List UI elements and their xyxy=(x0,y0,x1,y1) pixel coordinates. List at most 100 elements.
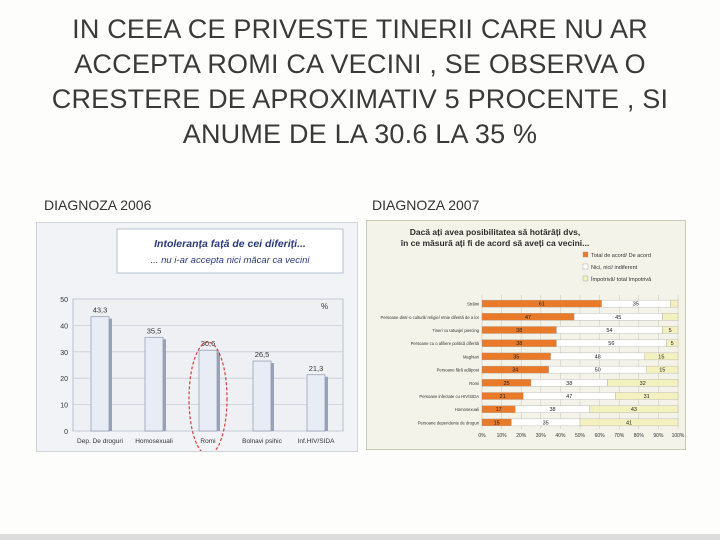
footer-rule xyxy=(0,534,720,540)
chart-2006-data-label: 35,5 xyxy=(147,326,162,335)
chart-2007-data-label: 38 xyxy=(566,381,572,387)
chart-2007-xtick-label: 80% xyxy=(634,433,645,439)
chart-2007-bar-segment xyxy=(579,418,679,427)
chart-2007-subtitle: în ce măsură ați fi de acord să aveți ca… xyxy=(400,238,590,248)
chart-2007-xtick-label: 0% xyxy=(478,433,486,439)
chart-2006-ytick-label: 40 xyxy=(60,323,68,330)
chart-2007-xtick-label: 90% xyxy=(653,433,664,439)
chart-2006-data-label: 30,6 xyxy=(201,339,216,348)
chart-2007-data-label: 32 xyxy=(640,381,646,387)
chart-2007-data-label: 41 xyxy=(626,420,632,426)
chart-2007-data-label: 17 xyxy=(496,407,502,413)
chart-2006-xtick-label: Dep. De droguri xyxy=(77,438,123,445)
chart-2007-bar-segment xyxy=(607,379,679,387)
chart-2007-data-label: 21 xyxy=(500,394,506,400)
chart-2007-data-label: 15 xyxy=(658,354,664,360)
chart-2006-data-label: 26,5 xyxy=(255,350,270,359)
chart-2006-ytick-label: 20 xyxy=(60,376,68,383)
chart-2007-data-label: 45 xyxy=(615,315,621,321)
chart-2007-category-label: Tineri cu tatuaje/ piercing xyxy=(432,328,479,333)
chart-2007-xtick-label: 100% xyxy=(672,433,685,439)
chart-2006-bar xyxy=(144,336,164,432)
chart-2007-data-label: 47 xyxy=(566,394,572,400)
chart-2007-category-label: Persoane dintr-o cultură/ religie/ etnie… xyxy=(381,315,480,320)
chart-2006-ytick-label: 50 xyxy=(60,297,68,304)
chart-2007-data-label: 31 xyxy=(644,394,650,400)
chart-2007-data-label: 15 xyxy=(494,420,500,426)
chart-2006-panel: Intoleranța față de cei diferiți... ... n… xyxy=(36,222,358,456)
chart-2006-xtick-label: Romi xyxy=(200,438,215,445)
chart-2006-data-label: 21,3 xyxy=(309,364,324,373)
chart-2007-data-label: 54 xyxy=(606,328,612,334)
chart-2007-bar-segment xyxy=(646,365,679,374)
chart-2007-data-label: 50 xyxy=(595,368,601,374)
chart-2007-bar-segment xyxy=(662,313,679,321)
chart-2007-xtick-label: 10% xyxy=(497,433,508,439)
chart-2007-legend-swatch xyxy=(582,263,589,270)
chart-2007-category-label: Persoane cu o afiliere politică diferită xyxy=(411,341,480,346)
slide-title: IN CEEA CE PRIVESTE TINERII CARE NU AR A… xyxy=(51,14,669,149)
chart-2007-legend-label: Împotrivă/ total împotrivă xyxy=(590,276,652,283)
chart-2007-data-label: 5 xyxy=(671,341,674,347)
chart-2007-data-label: 47 xyxy=(525,315,531,321)
chart-2006-data-label: 43,3 xyxy=(93,306,108,315)
chart-2007-xtick-label: 20% xyxy=(516,433,527,439)
chart-2006-xtick-label: Homosexuali xyxy=(135,438,173,445)
chart-2006-subtitle: ... nu i-ar accepta nici măcar ca vecini xyxy=(151,255,311,266)
chart-2007-data-label: 35 xyxy=(633,302,639,308)
chart-2007-bar-segment xyxy=(615,392,679,400)
chart-2007-data-label: 61 xyxy=(539,302,545,308)
chart-2006-title: Intoleranța față de cei diferiți... xyxy=(154,238,306,250)
chart-2007-data-label: 35 xyxy=(513,354,519,360)
chart-2007-category-label: Homosexuali xyxy=(455,407,479,412)
chart-2007-category-label: Persoane fără adăpost xyxy=(437,368,480,373)
chart-2007-legend-swatch xyxy=(582,251,589,258)
chart-2007-data-label: 38 xyxy=(516,328,522,334)
chart-2007-data-label: 43 xyxy=(631,407,637,413)
chart-2007-data-label: 15 xyxy=(659,368,665,374)
chart-2007-category-label: Persoane dependente de droguri xyxy=(418,420,479,425)
chart-2006-ytick-label: 30 xyxy=(60,350,68,357)
chart-2007-category-label: Maghiari xyxy=(463,354,479,359)
chart-2007-bar-segment xyxy=(666,339,679,347)
chart-2007-category-label: Persoane infectate cu HIV/SIDA xyxy=(419,394,479,399)
chart-2007-legend-label: Nici, nici/ indiferent xyxy=(591,265,638,271)
chart-2006-bar xyxy=(198,349,218,432)
chart-2007: Dacă ați avea posibilitatea să hotărâți … xyxy=(381,227,685,439)
chart-2007-data-label: 48 xyxy=(595,354,601,360)
chart-2007-panel: Dacă ați avea posibilitatea să hotărâți … xyxy=(366,220,686,450)
chart-2007-xtick-label: 50% xyxy=(575,433,586,439)
chart-2007-xtick-label: 70% xyxy=(614,433,625,439)
chart-2007-data-label: 56 xyxy=(608,341,614,347)
chart-2007-data-label: 35 xyxy=(543,420,549,426)
chart-2007-xtick-label: 40% xyxy=(555,433,566,439)
chart-2007-legend-swatch xyxy=(582,275,589,282)
chart-2007-data-label: 5 xyxy=(669,328,672,334)
chart-2006-bar xyxy=(90,316,110,432)
label-diagnoza-2006: DIAGNOZA 2006 xyxy=(44,197,152,213)
chart-2007-category-label: Străini xyxy=(467,302,479,307)
chart-2006-bar xyxy=(306,374,326,432)
chart-2007-legend-label: Total de acord/ De acord xyxy=(591,253,651,259)
chart-2006-bar xyxy=(252,360,272,432)
chart-2006-xtick-label: Bolnavi psihic xyxy=(242,438,282,445)
chart-2007-bar-segment xyxy=(589,405,679,413)
chart-2007-data-label: 34 xyxy=(512,368,518,374)
chart-2007-bar-segment xyxy=(670,299,679,308)
chart-2006-xtick-label: Inf.HIV/SIDA xyxy=(298,438,336,445)
chart-2007-xtick-label: 60% xyxy=(595,433,606,439)
chart-2007-bar-segment xyxy=(662,326,679,334)
chart-2007-bar-segment xyxy=(644,352,679,361)
chart-2006: Intoleranța față de cei diferiți... ... n… xyxy=(60,228,344,456)
chart-2007-category-label: Romi xyxy=(469,381,479,386)
chart-2006-ytick-label: 10 xyxy=(60,403,68,410)
chart-2007-data-label: 38 xyxy=(549,407,555,413)
chart-2006-unit-label: % xyxy=(321,302,328,311)
chart-2006-ytick-label: 0 xyxy=(64,429,68,436)
chart-2007-title: Dacă ați avea posibilitatea să hotărâți … xyxy=(410,227,581,237)
chart-2007-data-label: 25 xyxy=(503,381,509,387)
chart-2007-data-label: 38 xyxy=(516,341,522,347)
chart-2006-title-box xyxy=(116,228,344,274)
label-diagnoza-2007: DIAGNOZA 2007 xyxy=(372,197,480,213)
chart-2007-xtick-label: 30% xyxy=(536,433,547,439)
